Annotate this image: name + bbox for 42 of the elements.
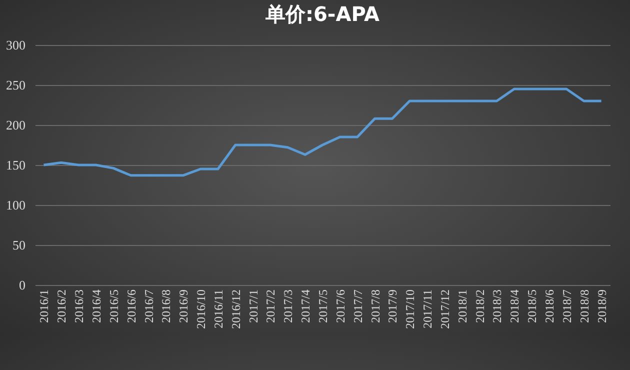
y-tick-label: 150 <box>6 158 26 172</box>
x-tick-label: 2017/10 <box>403 290 418 329</box>
x-tick-label: 2018/7 <box>560 290 574 323</box>
x-tick-label: 2016/2 <box>54 290 69 323</box>
x-tick-label: 2017/3 <box>281 290 296 323</box>
x-tick-label: 2016/10 <box>194 290 208 329</box>
x-tick-label: 2018/8 <box>577 290 592 323</box>
x-tick-label: 2018/3 <box>490 290 504 323</box>
y-tick-label: 0 <box>19 278 26 292</box>
x-tick-label: 2016/11 <box>211 290 226 328</box>
x-tick-label: 2016/6 <box>124 290 138 323</box>
x-tick-label: 2016/4 <box>89 290 104 323</box>
x-tick-label: 2016/7 <box>142 290 156 323</box>
y-tick-label: 100 <box>6 198 26 212</box>
x-tick-label: 2017/11 <box>420 290 435 328</box>
y-tick-label: 50 <box>12 238 26 252</box>
y-tick-label: 300 <box>6 38 26 52</box>
x-tick-label: 2017/2 <box>264 290 278 323</box>
x-tick-label: 2017/12 <box>438 290 452 329</box>
x-tick-label: 2017/1 <box>246 290 260 323</box>
x-tick-label: 2016/5 <box>106 290 121 323</box>
x-tick-label: 2016/9 <box>176 290 191 323</box>
x-tick-label: 2018/2 <box>472 290 487 323</box>
line-series <box>42 88 603 177</box>
y-tick-label: 250 <box>6 78 26 92</box>
x-tick-label: 2016/3 <box>72 290 86 323</box>
x-tick-label: 2018/9 <box>594 290 609 323</box>
x-tick-label: 2017/9 <box>386 290 400 323</box>
x-tick-label: 2016/8 <box>159 290 174 323</box>
x-tick-label: 2017/8 <box>368 290 382 323</box>
x-tick-label: 2017/4 <box>298 290 313 323</box>
x-tick-label: 2016/1 <box>37 290 52 323</box>
x-tick-label: 2016/12 <box>228 290 243 329</box>
chart-title: 单价:6-APA <box>264 2 380 26</box>
x-tick-label: 2018/4 <box>508 290 522 323</box>
x-tick-label: 2018/6 <box>542 290 557 323</box>
x-tick-label: 2017/6 <box>333 290 348 323</box>
x-tick-label: 2017/5 <box>316 290 330 323</box>
x-tick-label: 2017/7 <box>350 290 365 323</box>
y-tick-label: 200 <box>6 118 26 132</box>
x-tick-label: 2018/1 <box>455 290 470 323</box>
x-tick-label: 2018/5 <box>525 290 540 323</box>
